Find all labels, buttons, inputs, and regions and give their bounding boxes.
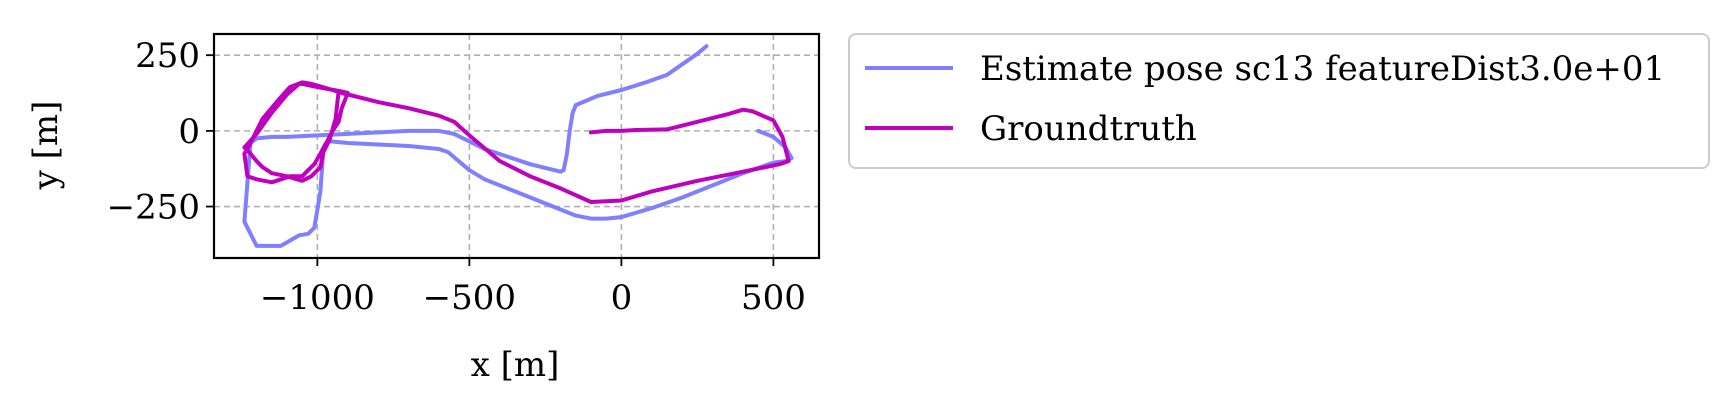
x-tick-label: −1000 xyxy=(260,278,375,318)
x-tick-label: 500 xyxy=(741,278,806,318)
x-axis-ticks: −1000 −500 0 500 xyxy=(260,258,806,318)
legend: Estimate pose sc13 featureDist3.0e+01 Gro… xyxy=(848,33,1710,169)
y-tick-label: 0 xyxy=(178,112,200,152)
legend-label: Estimate pose sc13 featureDist3.0e+01 xyxy=(980,49,1665,89)
legend-frame xyxy=(848,33,1710,169)
y-tick-label: 250 xyxy=(135,36,200,76)
y-tick-label: −250 xyxy=(107,188,200,228)
plot-frame xyxy=(212,32,821,260)
x-tick-label: 0 xyxy=(611,278,633,318)
legend-entries: Estimate pose sc13 featureDist3.0e+01 Gro… xyxy=(865,49,1665,149)
x-tick-label: −500 xyxy=(423,278,516,318)
series-line-estimate xyxy=(242,44,794,248)
series-line-groundtruth xyxy=(242,80,791,204)
y-axis-ticks: −250 0 250 xyxy=(107,36,214,228)
y-axis-label: y [m] xyxy=(26,101,66,191)
x-axis-label: x [m] xyxy=(471,345,560,385)
series-lines xyxy=(242,44,794,248)
legend-label: Groundtruth xyxy=(980,109,1197,149)
grid xyxy=(214,34,819,258)
